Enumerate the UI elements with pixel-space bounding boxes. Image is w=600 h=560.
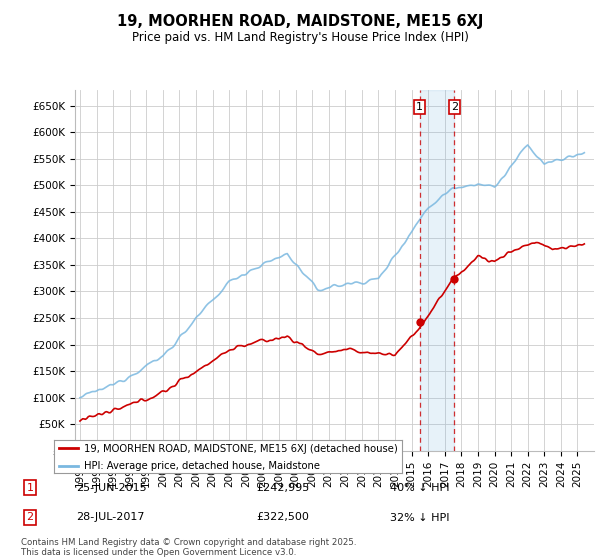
Text: 40% ↓ HPI: 40% ↓ HPI <box>391 483 450 493</box>
Text: 28-JUL-2017: 28-JUL-2017 <box>76 512 145 522</box>
Bar <box>420 90 454 451</box>
Text: 19, MOORHEN ROAD, MAIDSTONE, ME15 6XJ (detached house): 19, MOORHEN ROAD, MAIDSTONE, ME15 6XJ (d… <box>83 444 397 454</box>
Text: Contains HM Land Registry data © Crown copyright and database right 2025.
This d: Contains HM Land Registry data © Crown c… <box>21 538 356 557</box>
Text: 2: 2 <box>451 102 458 112</box>
Text: 1: 1 <box>416 102 423 112</box>
Text: 1: 1 <box>26 483 34 493</box>
Text: 32% ↓ HPI: 32% ↓ HPI <box>391 512 450 522</box>
Text: HPI: Average price, detached house, Maidstone: HPI: Average price, detached house, Maid… <box>83 461 320 472</box>
Text: £242,995: £242,995 <box>256 483 310 493</box>
Text: 19, MOORHEN ROAD, MAIDSTONE, ME15 6XJ: 19, MOORHEN ROAD, MAIDSTONE, ME15 6XJ <box>117 14 483 29</box>
Text: Price paid vs. HM Land Registry's House Price Index (HPI): Price paid vs. HM Land Registry's House … <box>131 31 469 44</box>
Text: £322,500: £322,500 <box>256 512 310 522</box>
Text: 2: 2 <box>26 512 34 522</box>
Text: 25-JUN-2015: 25-JUN-2015 <box>76 483 146 493</box>
